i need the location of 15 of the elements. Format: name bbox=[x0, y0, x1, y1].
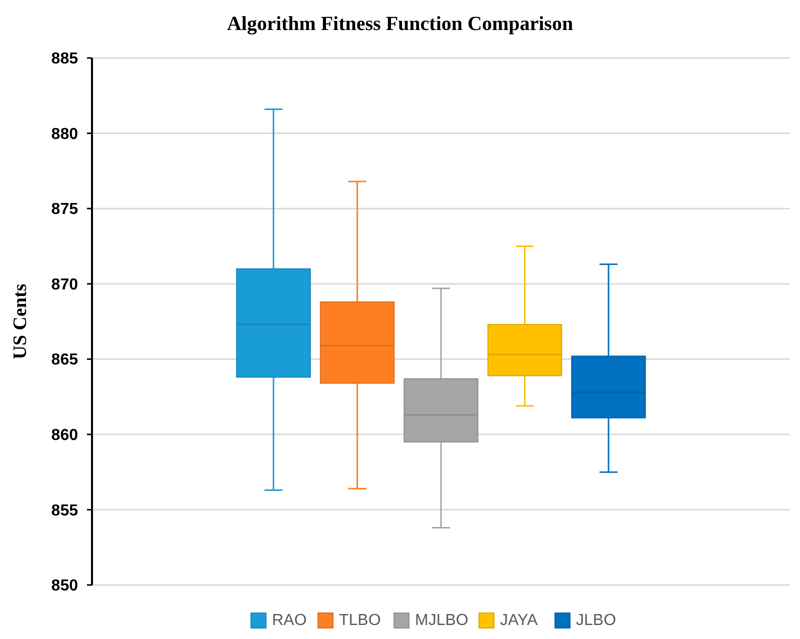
y-tick-label: 870 bbox=[51, 276, 78, 294]
chart-title: Algorithm Fitness Function Comparison bbox=[226, 13, 574, 35]
y-tick-label: 850 bbox=[51, 578, 78, 595]
legend-label: RAO bbox=[272, 612, 307, 629]
y-tick-label: 880 bbox=[51, 126, 78, 143]
legend-label: MJLBO bbox=[415, 612, 468, 629]
y-tick-label: 860 bbox=[51, 427, 78, 444]
y-tick-label: 885 bbox=[51, 50, 78, 68]
legend-label: JAYA bbox=[500, 612, 538, 629]
legend-label: JLBO bbox=[576, 612, 616, 629]
y-tick-label: 855 bbox=[51, 502, 78, 520]
y-tick-label: 865 bbox=[51, 352, 78, 369]
legend-label: TLBO bbox=[339, 612, 381, 629]
y-axis-title: US Cents bbox=[10, 284, 31, 360]
y-tick-label: 875 bbox=[51, 201, 78, 218]
